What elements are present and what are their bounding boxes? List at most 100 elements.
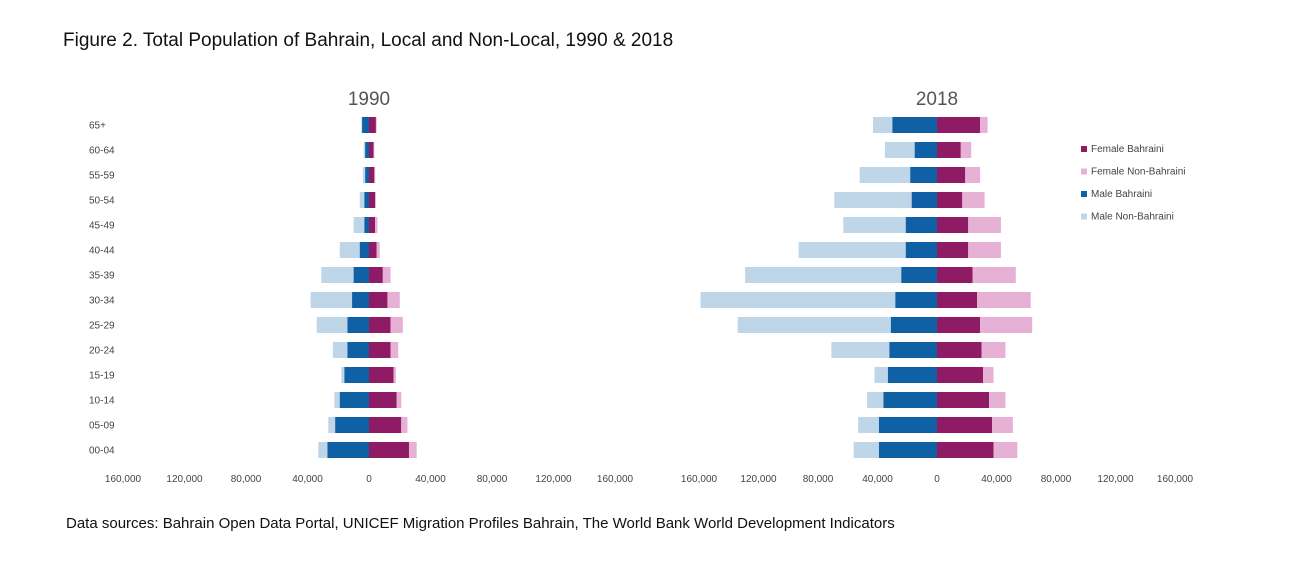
bar-male-non-bahraini: [745, 267, 902, 283]
bar-male-bahraini: [892, 117, 937, 133]
x-tick-label: 40,000: [981, 474, 1012, 485]
age-label: 30-34: [89, 296, 115, 307]
bar-female-non-bahraini: [376, 242, 380, 258]
bar-female-non-bahraini: [396, 392, 402, 408]
bar-male-non-bahraini: [873, 117, 893, 133]
bar-male-bahraini: [353, 267, 369, 283]
x-tick-label: 80,000: [231, 474, 262, 485]
bar-male-bahraini: [890, 317, 937, 333]
bar-female-non-bahraini: [983, 367, 994, 383]
bar-female-non-bahraini: [972, 267, 1016, 283]
bar-female-non-bahraini: [390, 342, 399, 358]
bar-female-non-bahraini: [968, 217, 1001, 233]
bar-male-bahraini: [895, 292, 937, 308]
bar-male-non-bahraini: [867, 392, 884, 408]
bar-male-non-bahraini: [834, 192, 912, 208]
legend-label: Female Bahraini: [1091, 144, 1164, 155]
bar-female-non-bahraini: [387, 292, 400, 308]
x-tick-label: 160,000: [105, 474, 142, 485]
x-tick-label: 80,000: [477, 474, 508, 485]
bar-male-non-bahraini: [831, 342, 890, 358]
age-label: 35-39: [89, 271, 115, 282]
bar-female-non-bahraini: [375, 217, 378, 233]
bar-male-non-bahraini: [700, 292, 896, 308]
bar-female-bahraini: [369, 117, 376, 133]
bar-female-non-bahraini: [968, 242, 1001, 258]
bar-female-bahraini: [369, 417, 402, 433]
x-tick-label: 160,000: [597, 474, 634, 485]
bar-female-bahraini: [369, 142, 374, 158]
age-label: 00-04: [89, 446, 115, 457]
bar-female-bahraini: [937, 417, 993, 433]
bar-male-non-bahraini: [363, 142, 366, 158]
bar-male-non-bahraini: [316, 317, 348, 333]
x-tick-label: 120,000: [166, 474, 203, 485]
bar-female-non-bahraini: [981, 342, 1006, 358]
bar-female-non-bahraini: [965, 167, 981, 183]
bar-male-non-bahraini: [318, 442, 328, 458]
bar-female-non-bahraini: [980, 317, 1033, 333]
bar-male-bahraini: [883, 392, 937, 408]
bar-male-bahraini: [889, 342, 937, 358]
bar-male-non-bahraini: [361, 117, 363, 133]
x-tick-label: 0: [366, 474, 372, 485]
x-tick-label: 160,000: [1157, 474, 1194, 485]
panel-title-2018: 2018: [916, 89, 958, 110]
bar-female-bahraini: [937, 117, 981, 133]
bar-male-non-bahraini: [859, 167, 911, 183]
bar-female-bahraini: [369, 367, 394, 383]
bar-female-bahraini: [937, 217, 969, 233]
x-tick-label: 80,000: [803, 474, 834, 485]
bar-male-non-bahraini: [332, 342, 348, 358]
bar-female-non-bahraini: [393, 367, 396, 383]
bar-female-non-bahraini: [373, 142, 375, 158]
legend-label: Male Non-Bahraini: [1091, 212, 1174, 223]
age-label: 25-29: [89, 321, 115, 332]
bar-male-bahraini: [347, 317, 369, 333]
bar-female-bahraini: [937, 367, 984, 383]
x-tick-label: 80,000: [1041, 474, 1072, 485]
legend-swatch-female-bahraini: [1081, 146, 1087, 152]
bar-male-non-bahraini: [310, 292, 353, 308]
x-tick-label: 0: [934, 474, 940, 485]
bar-female-bahraini: [937, 192, 963, 208]
bar-male-non-bahraini: [334, 392, 340, 408]
bar-male-bahraini: [905, 242, 937, 258]
age-label: 15-19: [89, 371, 115, 382]
bar-female-bahraini: [369, 317, 391, 333]
bar-male-non-bahraini: [858, 417, 879, 433]
bar-female-bahraini: [937, 342, 982, 358]
bar-female-bahraini: [369, 442, 409, 458]
bar-male-non-bahraini: [328, 417, 336, 433]
age-label: 60-64: [89, 146, 115, 157]
age-label: 10-14: [89, 396, 115, 407]
bar-female-non-bahraini: [980, 117, 988, 133]
age-label: 20-24: [89, 346, 115, 357]
legend-swatch-male-bahraini: [1081, 191, 1087, 197]
bar-male-non-bahraini: [798, 242, 906, 258]
bar-female-bahraini: [937, 142, 961, 158]
bar-male-bahraini: [878, 417, 937, 433]
legend-label: Male Bahraini: [1091, 189, 1152, 200]
bar-female-bahraini: [369, 167, 375, 183]
legend-label: Female Non-Bahraini: [1091, 167, 1186, 178]
x-tick-label: 120,000: [1097, 474, 1134, 485]
bar-female-non-bahraini: [992, 417, 1013, 433]
bar-female-bahraini: [937, 267, 973, 283]
x-tick-label: 120,000: [740, 474, 777, 485]
bar-female-non-bahraini: [401, 417, 408, 433]
bar-male-non-bahraini: [853, 442, 879, 458]
x-tick-label: 160,000: [681, 474, 718, 485]
bar-male-non-bahraini: [339, 242, 360, 258]
bar-male-non-bahraini: [362, 167, 366, 183]
bar-male-non-bahraini: [874, 367, 888, 383]
bar-male-bahraini: [365, 142, 369, 158]
bar-male-non-bahraini: [353, 217, 365, 233]
bar-female-non-bahraini: [390, 317, 403, 333]
bar-female-bahraini: [937, 242, 969, 258]
legend-swatch-male-non-bahraini: [1081, 213, 1087, 220]
bar-male-non-bahraini: [359, 192, 365, 208]
bar-male-non-bahraini: [341, 367, 345, 383]
age-label: 05-09: [89, 421, 115, 432]
